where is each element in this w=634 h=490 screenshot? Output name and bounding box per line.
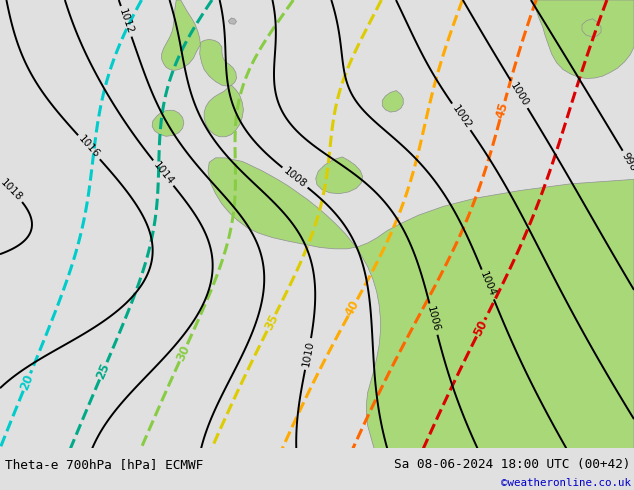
- Polygon shape: [228, 18, 236, 24]
- Polygon shape: [382, 91, 403, 112]
- Text: 1010: 1010: [301, 340, 316, 368]
- Polygon shape: [152, 110, 184, 136]
- Text: 40: 40: [343, 297, 363, 318]
- Text: 1018: 1018: [0, 177, 24, 203]
- Text: 998: 998: [620, 151, 634, 173]
- Text: ©weatheronline.co.uk: ©weatheronline.co.uk: [501, 478, 631, 489]
- Text: 1014: 1014: [151, 160, 176, 187]
- Polygon shape: [582, 19, 601, 37]
- Text: 1002: 1002: [450, 103, 473, 130]
- Text: 1006: 1006: [425, 305, 441, 333]
- Polygon shape: [208, 158, 634, 448]
- Text: Theta-e 700hPa [hPa] ECMWF: Theta-e 700hPa [hPa] ECMWF: [5, 458, 204, 471]
- Text: 1016: 1016: [77, 134, 101, 160]
- Text: 20: 20: [18, 372, 36, 392]
- Text: 25: 25: [94, 361, 112, 381]
- Polygon shape: [162, 0, 200, 71]
- Text: 1004: 1004: [478, 270, 498, 298]
- Polygon shape: [316, 157, 363, 194]
- Text: 30: 30: [174, 343, 193, 363]
- Polygon shape: [200, 40, 236, 86]
- Polygon shape: [204, 85, 243, 137]
- Text: 45: 45: [494, 100, 511, 120]
- Text: 1012: 1012: [117, 7, 135, 35]
- Text: 1000: 1000: [508, 81, 530, 108]
- Text: 1008: 1008: [281, 166, 308, 190]
- Text: 35: 35: [262, 312, 281, 333]
- Text: Sa 08-06-2024 18:00 UTC (00+42): Sa 08-06-2024 18:00 UTC (00+42): [394, 458, 631, 471]
- Text: 50: 50: [471, 318, 490, 339]
- Polygon shape: [533, 0, 634, 78]
